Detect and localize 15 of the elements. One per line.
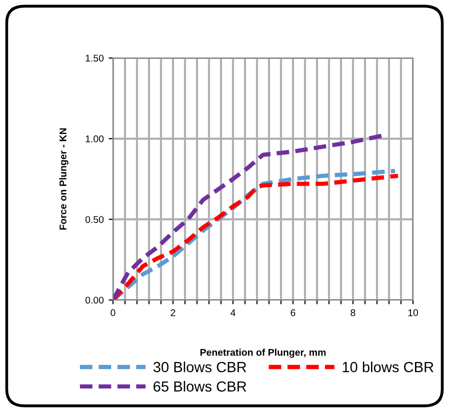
legend-label: 65 Blows CBR <box>154 380 246 392</box>
x-tick-label: 0 <box>110 309 116 316</box>
y-tick-label: 1.50 <box>86 54 104 62</box>
legend-label: 10 blows CBR <box>342 362 434 372</box>
x-tick-label: 6 <box>290 309 296 316</box>
x-tick-label: 8 <box>350 309 356 316</box>
y-tick-label: 1.00 <box>86 135 104 142</box>
y-tick-label: 0.50 <box>85 216 104 223</box>
x-axis-title: Penetration of Plunger, mm <box>200 348 326 358</box>
x-tick-label: 2 <box>170 309 176 316</box>
y-axis-title: Force on Plunger - KN <box>59 128 68 230</box>
y-tick-label: 0.00 <box>85 296 104 304</box>
x-tick-label: 4 <box>230 309 236 316</box>
x-tick-label: 10 <box>408 309 418 316</box>
legend-label: 30 Blows CBR <box>153 362 246 372</box>
